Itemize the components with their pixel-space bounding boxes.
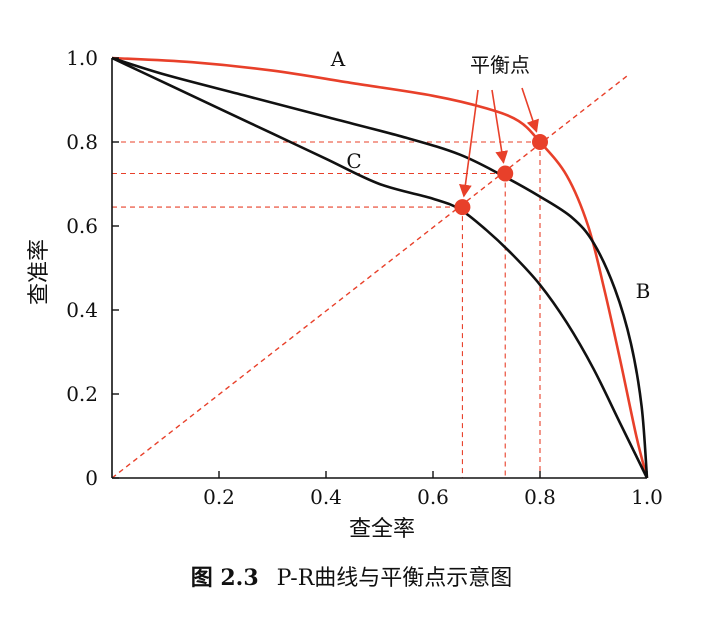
balance-points <box>454 134 548 216</box>
x-tick-label: 0.2 <box>203 485 235 509</box>
y-tick-label: 1.0 <box>66 46 98 70</box>
figure-caption: 图 2.3 P-R曲线与平衡点示意图 <box>0 560 703 592</box>
x-axis-title: 查全率 <box>349 517 415 542</box>
diagonal-reference-line <box>111 75 628 479</box>
axes <box>111 57 648 479</box>
x-tick-label: 0.8 <box>524 485 556 509</box>
annotation-arrow <box>491 89 509 164</box>
curve-label-a: A <box>330 47 346 71</box>
balance-point-annotation: 平衡点 <box>470 53 530 77</box>
figure-caption-text: P-R曲线与平衡点示意图 <box>276 566 513 591</box>
y-tick-label: 0.6 <box>66 214 98 238</box>
y-axis-title: 查准率 <box>27 239 52 305</box>
y-tick-label: 0 <box>85 466 98 490</box>
y-tick-label: 0.2 <box>66 382 98 406</box>
annotation-arrow <box>521 87 539 133</box>
curve-label-b: B <box>636 279 651 303</box>
balance-point <box>454 199 471 216</box>
curve-labels: A B C <box>330 47 651 303</box>
curve-label-c: C <box>346 149 361 173</box>
balance-point <box>532 134 548 150</box>
y-tick-label: 0.8 <box>66 130 98 154</box>
figure-number: 图 2.3 <box>190 565 259 591</box>
balance-point <box>497 165 514 182</box>
tick-labels: 0.2 0.4 0.6 0.8 1.0 0 0.2 0.4 0.6 0.8 1.0 <box>66 46 663 509</box>
diagonal-line <box>111 75 628 479</box>
x-tick-label: 0.4 <box>310 485 342 509</box>
x-tick-label: 1.0 <box>631 485 663 509</box>
y-tick-label: 0.4 <box>66 298 98 322</box>
x-tick-label: 0.6 <box>417 485 449 509</box>
annotation-arrows <box>459 87 539 198</box>
annotation-arrow <box>459 89 479 198</box>
pr-curve-chart: 0.2 0.4 0.6 0.8 1.000.20.40.60.81.0 ABC 查全率 … <box>27 46 663 542</box>
curve-a <box>111 56 649 479</box>
